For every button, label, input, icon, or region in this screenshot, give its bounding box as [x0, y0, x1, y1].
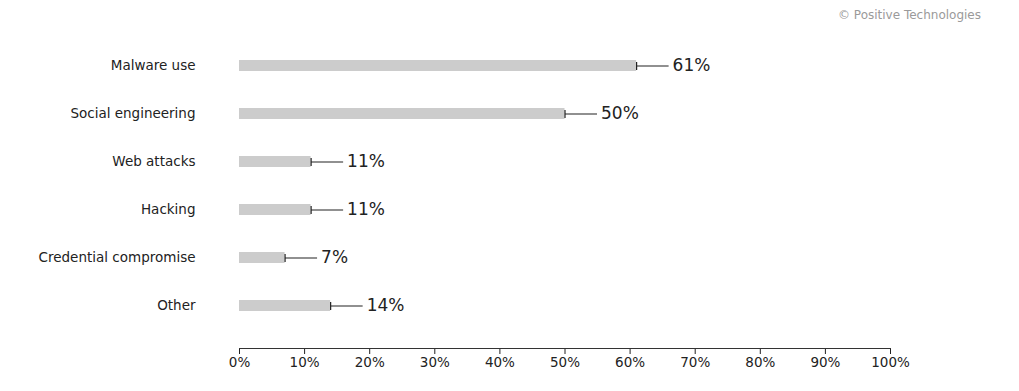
svg-text:50%: 50%	[550, 354, 580, 370]
svg-text:14%: 14%	[367, 295, 405, 315]
svg-text:Social engineering: Social engineering	[70, 105, 195, 121]
svg-text:Web attacks: Web attacks	[112, 153, 195, 169]
svg-text:100%: 100%	[871, 354, 910, 370]
svg-text:90%: 90%	[810, 354, 840, 370]
svg-text:7%: 7%	[321, 247, 348, 267]
svg-text:61%: 61%	[673, 55, 711, 75]
html-text:© Positive Technologies: © Positive Technologies	[838, 8, 981, 22]
svg-text:70%: 70%	[680, 354, 710, 370]
svg-text:80%: 80%	[745, 354, 775, 370]
svg-text:Credential compromise: Credential compromise	[39, 249, 196, 265]
svg-text:10%: 10%	[290, 354, 320, 370]
svg-text:60%: 60%	[615, 354, 645, 370]
svg-text:20%: 20%	[355, 354, 385, 370]
svg-text:50%: 50%	[601, 103, 639, 123]
svg-text:40%: 40%	[485, 354, 515, 370]
svg-text:30%: 30%	[420, 354, 450, 370]
svg-text:Malware use: Malware use	[111, 57, 196, 73]
svg-text:11%: 11%	[347, 151, 385, 171]
svg-text:0%: 0%	[229, 354, 251, 370]
svg-text:Other: Other	[157, 297, 196, 313]
svg-text:11%: 11%	[347, 199, 385, 219]
svg-text:Hacking: Hacking	[141, 201, 196, 217]
